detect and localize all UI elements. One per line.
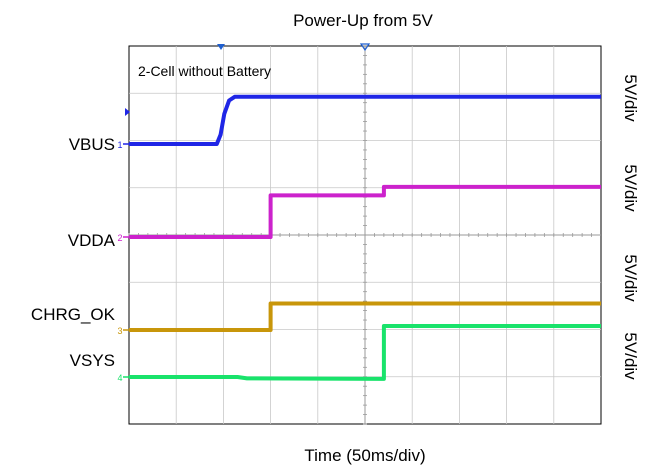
- x-axis-label: Time (50ms/div): [304, 446, 425, 465]
- channel-scale: 5V/div: [621, 254, 640, 302]
- chart-title: Power-Up from 5V: [293, 11, 433, 30]
- chart-subtitle: 2-Cell without Battery: [138, 63, 271, 79]
- trigger-position-icon: [217, 44, 225, 50]
- channel-marker: 2: [117, 233, 122, 243]
- trace-vdda: [129, 184, 601, 239]
- scale-labels: 5V/div 5V/div 5V/div 5V/div: [621, 74, 640, 380]
- channel-label-vbus: VBUS: [69, 135, 115, 154]
- channel-scale: 5V/div: [621, 332, 640, 380]
- channel-marker: 3: [117, 326, 122, 336]
- channel-scale: 5V/div: [621, 164, 640, 212]
- trace-vsys: [129, 324, 601, 381]
- channel-scale: 5V/div: [621, 74, 640, 122]
- channel-marker: 4: [117, 373, 122, 383]
- trace-chrg-ok: [129, 301, 601, 332]
- channel-label-vsys: VSYS: [70, 351, 115, 370]
- channel-markers: 1 2 3 4: [117, 140, 129, 383]
- trace-vbus: [129, 94, 601, 146]
- channel-label-vdda: VDDA: [68, 231, 116, 250]
- channel-labels: VBUS VDDA CHRG_OK VSYS: [31, 135, 116, 370]
- time-reference-icon: [359, 43, 371, 52]
- trigger-level-icon: [125, 108, 130, 116]
- channel-marker: 1: [117, 140, 122, 150]
- traces: [129, 94, 601, 381]
- channel-label-chrg-ok: CHRG_OK: [31, 305, 116, 324]
